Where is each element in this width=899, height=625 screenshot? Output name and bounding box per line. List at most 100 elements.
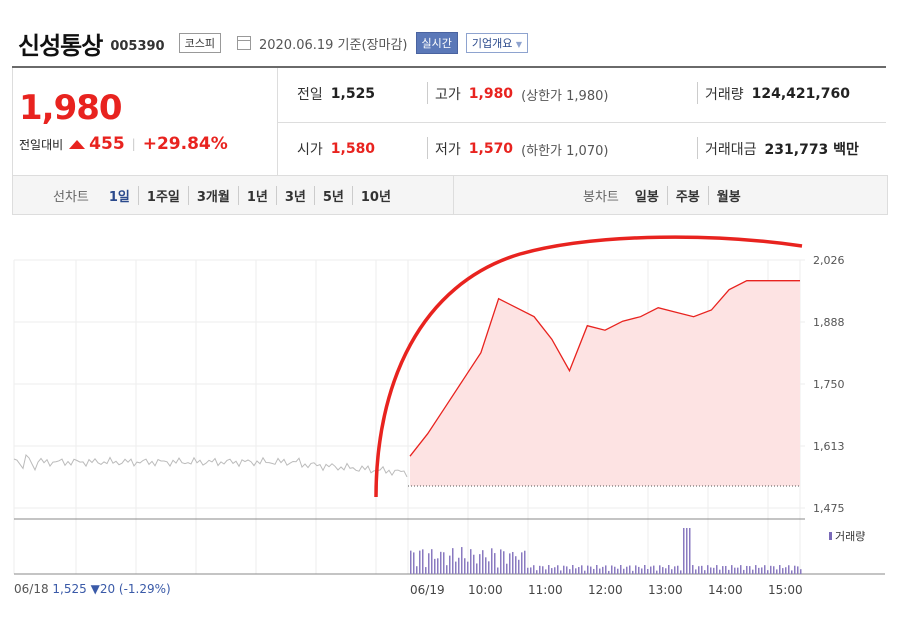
volume-bar [704, 570, 706, 574]
volume-bar [758, 567, 760, 574]
volume-bar [446, 565, 448, 574]
volume-bar [536, 570, 538, 574]
volume-bar [686, 528, 688, 574]
volume-bar [428, 553, 430, 574]
stats-grid: 전일 1,525 고가 1,980 (상한가 1,980) 거래량 124,42… [277, 68, 886, 176]
volume-bar [620, 565, 622, 574]
volume-bar [740, 565, 742, 574]
line-chart-label: 선차트 [53, 190, 89, 205]
y-tick-label: 2,026 [813, 254, 845, 267]
current-price: 1,980 [19, 88, 123, 128]
volume-bar [494, 553, 496, 574]
price-change: 전일대비 455 | +29.84% [19, 134, 228, 154]
volume-bar [599, 568, 601, 574]
line-chart-tabs: 선차트 1일 1주일 3개월 1년 3년 5년 10년 [53, 186, 399, 205]
volume-bar [719, 569, 721, 574]
prev-date: 06/18 [14, 582, 49, 596]
volume-bar [749, 566, 751, 574]
tab-5year[interactable]: 5년 [315, 186, 353, 205]
volume-bars [410, 528, 802, 574]
volume-bar [650, 566, 652, 574]
company-info-label: 기업개요 [471, 37, 513, 50]
volume-bar [584, 570, 586, 574]
volume-bar [647, 568, 649, 574]
volume-bar [674, 566, 676, 574]
tab-3year[interactable]: 3년 [277, 186, 315, 205]
prev-day-change: 1,525 ▼20 (-1.29%) [52, 582, 171, 596]
volume-bar [764, 565, 766, 574]
tab-1year[interactable]: 1년 [239, 186, 277, 205]
volume-bar [506, 563, 508, 574]
tab-10year[interactable]: 10년 [360, 190, 391, 205]
volume-bar [770, 565, 772, 574]
volume-bar [692, 565, 694, 574]
tab-monthly-candle[interactable]: 월봉 [716, 190, 741, 205]
volume-bar [437, 558, 439, 574]
volume-bar [689, 528, 691, 574]
change-percent: +29.84% [142, 134, 228, 154]
volume-bar [716, 565, 718, 574]
realtime-button[interactable]: 실시간 [415, 32, 458, 54]
volume-bar [788, 565, 790, 574]
tab-3month[interactable]: 3개월 [189, 186, 239, 205]
price-chart: 2,026 1,888 1,750 1,613 1,475 06/19 10:00 11:0… [0, 214, 899, 621]
prev-close: 전일 1,525 [297, 84, 375, 104]
volume-bar [473, 554, 475, 574]
volume-bar [581, 565, 583, 574]
trade-value-label: 거래대금 [705, 142, 757, 158]
volume-bar [623, 568, 625, 574]
volume-bar [416, 566, 418, 574]
tab-daily-candle[interactable]: 일봉 [627, 186, 668, 205]
volume-bar [641, 568, 643, 574]
volume-bar [635, 565, 637, 574]
volume-bar [500, 549, 502, 574]
volume-bar [488, 561, 490, 574]
stock-code: 005390 [110, 38, 165, 54]
volume-bar [701, 565, 703, 574]
tab-1week[interactable]: 1주일 [139, 186, 189, 205]
divider [427, 82, 428, 104]
volume-bar [518, 559, 520, 574]
volume-bar [755, 565, 757, 574]
volume-bar [578, 567, 580, 574]
chevron-down-icon: ▼ [515, 40, 523, 49]
volume-value: 124,421,760 [751, 86, 850, 102]
y-tick-label: 1,750 [813, 378, 845, 391]
volume-bar [515, 556, 517, 574]
trade-value-amount: 231,773 백만 [764, 142, 859, 158]
volume-bar [527, 567, 529, 574]
stats-row-1: 전일 1,525 고가 1,980 (상한가 1,980) 거래량 124,42… [277, 68, 886, 122]
tabs-divider [453, 176, 454, 214]
volume-bar [746, 565, 748, 574]
volume-bar [695, 569, 697, 574]
volume-bar [413, 552, 415, 574]
volume-bar [761, 567, 763, 574]
stats-row-2: 시가 1,580 저가 1,570 (하한가 1,070) 거래대금 231,7… [277, 122, 886, 177]
volume-bar [449, 555, 451, 574]
stock-name: 신성통상 [18, 31, 103, 60]
volume-bar [587, 565, 589, 574]
volume-bar [785, 567, 787, 574]
volume-bar [653, 565, 655, 574]
volume-bar [659, 565, 661, 574]
volume-bar [545, 569, 547, 574]
volume-bar [560, 570, 562, 574]
base-date: 2020.06.19 기준(장마감) [258, 37, 408, 53]
volume-bar [509, 553, 511, 574]
volume-legend: 거래량 [835, 530, 865, 543]
prev-day-line [13, 454, 408, 478]
prev-value: 1,525 [330, 86, 376, 102]
high-label: 고가 [435, 87, 461, 103]
volume: 거래량 124,421,760 [705, 84, 850, 104]
low-value: 1,570 [468, 141, 514, 157]
company-info-dropdown[interactable]: 기업개요 ▼ [465, 33, 529, 53]
volume-bar [617, 568, 619, 574]
price-summary: 1,980 전일대비 455 | +29.84% 전일 1,525 고가 1,9… [12, 66, 886, 177]
volume-bar [722, 566, 724, 574]
change-amount: 455 [89, 134, 125, 154]
tab-1day[interactable]: 1일 [101, 186, 139, 205]
tab-weekly-candle[interactable]: 주봉 [668, 186, 709, 205]
volume-bar [644, 565, 646, 574]
x-axis-labels: 06/19 10:00 11:00 12:00 13:00 14:00 15:00 [410, 583, 803, 597]
volume-bar [563, 565, 565, 574]
